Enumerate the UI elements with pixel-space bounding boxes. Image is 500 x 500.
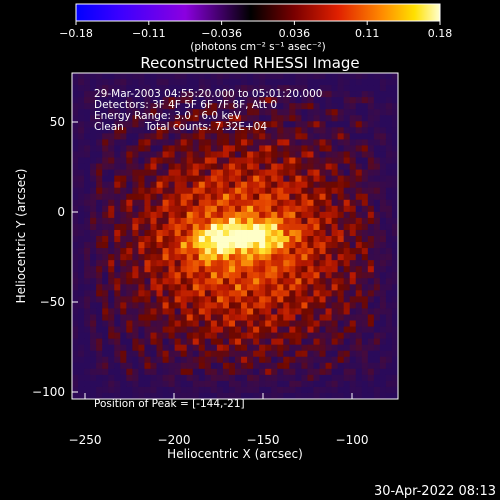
detectors-annotation: Detectors: 3F 4F 5F 6F 7F 8F, Att 0 [94,99,277,111]
x-axis-label: Heliocentric X (arcsec) [167,447,303,461]
figure-title: Reconstructed RHESSI Image [140,54,359,72]
x-axis-ticks [84,393,353,399]
time-range-annotation: 29-Mar-2003 04:55:20.000 to 05:01:20.000 [94,88,322,100]
timestamp: 30-Apr-2022 08:13 [374,484,496,499]
image-pixel-grid [72,73,399,400]
colorbar-tick-label: −0.11 [132,27,166,40]
x-tick-label: −250 [69,433,102,447]
y-tick-label: 0 [57,205,65,219]
peak-position-annotation: Position of Peak = [-144,-21] [94,398,245,410]
y-tick-label: −100 [32,385,65,399]
y-tick-label: −50 [40,295,65,309]
x-tick-label: −100 [336,433,369,447]
total-counts-annotation: Total counts: 7.32E+04 [144,121,267,133]
colorbar-tick-label: 0.11 [355,27,380,40]
colorbar [75,3,441,22]
colorbar-tick-label: −0.036 [201,27,242,40]
x-tick-label: −200 [158,433,191,447]
colorbar-tick-label: −0.18 [59,27,93,40]
y-tick-label: 50 [50,115,65,129]
y-axis-label: Heliocentric Y (arcsec) [14,169,28,304]
y-axis-ticks [72,121,78,393]
plot-frame [71,72,399,400]
energy-range-annotation: Energy Range: 3.0 - 6.0 keV [94,110,242,122]
solar-image [72,73,399,400]
colorbar-ticks [75,21,441,25]
colorbar-unit-label: (photons cm⁻² s⁻¹ asec⁻²) [190,41,325,53]
method-annotation: Clean [94,121,124,133]
x-tick-label: −150 [247,433,280,447]
colorbar-tick-label: 0.036 [279,27,311,40]
colorbar-tick-label: 0.18 [428,27,453,40]
